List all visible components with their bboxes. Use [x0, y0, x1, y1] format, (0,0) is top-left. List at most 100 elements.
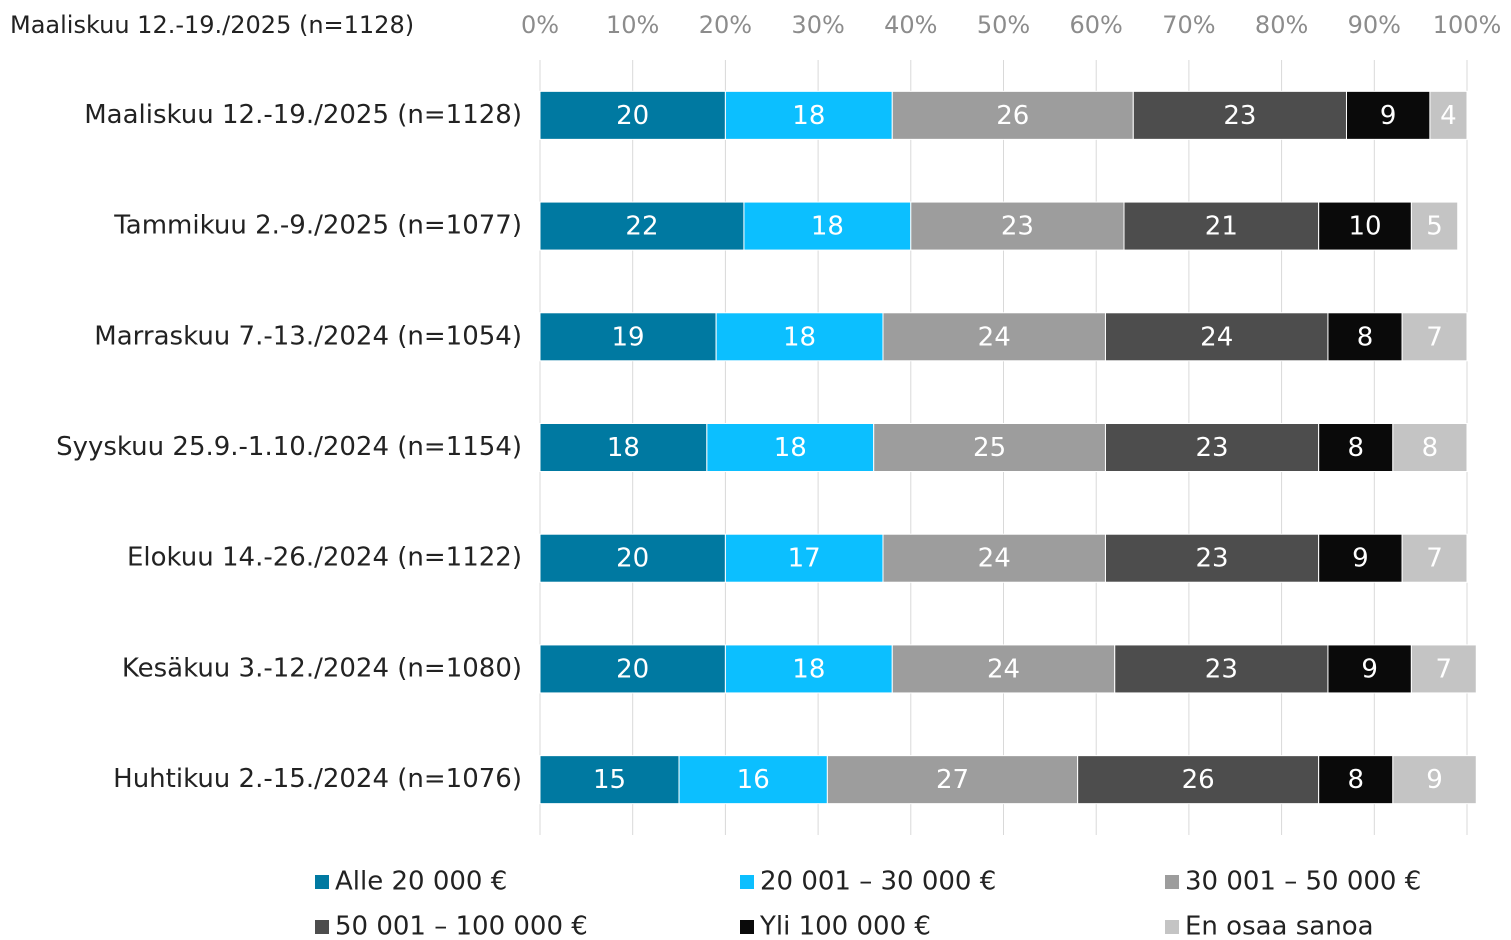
bar-segment: [882, 312, 1106, 362]
bar-segment: [1104, 423, 1320, 472]
y-tick-label: Maaliskuu 12.-19./2025 (n=1128): [84, 100, 522, 130]
data-label: 5: [1426, 212, 1443, 242]
data-label: 7: [1436, 654, 1453, 684]
bar-segment: [910, 201, 1125, 251]
data-label: 23: [1001, 212, 1034, 242]
data-label: 25: [973, 433, 1006, 463]
x-tick-label: 80%: [1255, 11, 1308, 39]
data-label: 23: [1196, 544, 1229, 574]
data-label: 15: [593, 765, 626, 795]
bar-segment: [1318, 533, 1403, 583]
data-label: 23: [1223, 101, 1256, 131]
data-label: 18: [774, 433, 807, 463]
bar-segment: [1104, 312, 1329, 362]
x-tick-label: 90%: [1348, 11, 1401, 39]
bar-segment: [1327, 312, 1403, 362]
bar-segment: [539, 423, 708, 472]
x-tick-label: 70%: [1162, 11, 1215, 39]
x-tick-label: 50%: [977, 11, 1030, 39]
data-label: 7: [1426, 544, 1443, 574]
data-label: 26: [996, 101, 1029, 131]
bar-segment: [882, 533, 1106, 583]
legend-swatch: [740, 920, 754, 934]
x-tick-label: 60%: [1070, 11, 1123, 39]
bar-segment: [1132, 90, 1347, 140]
legend-label: 50 001 – 100 000 €: [335, 912, 588, 940]
data-label: 24: [1200, 322, 1233, 352]
bar-segment: [891, 90, 1134, 140]
x-tick-label: 10%: [606, 11, 659, 39]
bar-segment: [724, 533, 884, 583]
bar-segment: [539, 644, 726, 694]
x-tick-label: 20%: [699, 11, 752, 39]
x-tick-label: 40%: [884, 11, 937, 39]
x-tick-label: 30%: [791, 11, 844, 39]
y-tick-label: Elokuu 14.-26./2024 (n=1122): [127, 543, 522, 573]
y-tick-label: Kesäkuu 3.-12./2024 (n=1080): [122, 653, 522, 683]
data-label: 24: [987, 654, 1020, 684]
bar-segment: [1401, 533, 1468, 583]
bar-segment: [1410, 201, 1459, 251]
bar-segment: [891, 644, 1116, 694]
bar-segment: [1114, 644, 1329, 694]
bar-segment: [539, 755, 680, 805]
bar-segment: [1318, 201, 1412, 251]
legend-swatch: [740, 875, 754, 889]
legend-label: Yli 100 000 €: [759, 912, 931, 940]
data-label: 24: [978, 544, 1011, 574]
bar-segment: [724, 644, 893, 694]
data-label: 23: [1205, 654, 1238, 684]
y-tick-label: Tammikuu 2.-9./2025 (n=1077): [113, 211, 522, 241]
data-label: 24: [978, 322, 1011, 352]
data-label: 16: [737, 765, 770, 795]
bar-segment: [873, 423, 1106, 472]
data-label: 4: [1440, 101, 1457, 131]
data-label: 21: [1205, 212, 1238, 242]
data-label: 8: [1347, 765, 1364, 795]
data-label: 18: [783, 322, 816, 352]
data-label: 9: [1380, 101, 1397, 131]
y-tick-label: Marraskuu 7.-13./2024 (n=1054): [94, 321, 522, 351]
legend-swatch: [1165, 920, 1179, 934]
legend-swatch: [1165, 875, 1179, 889]
data-label: 8: [1422, 433, 1439, 463]
bar-segment: [724, 90, 893, 140]
data-label: 22: [625, 212, 658, 242]
legend-swatch: [315, 920, 329, 934]
data-label: 20: [616, 544, 649, 574]
bar-segment: [826, 755, 1079, 805]
bar-segment: [1429, 90, 1468, 140]
bar-segment: [1392, 423, 1468, 472]
bar-segment: [1318, 755, 1394, 805]
bar-segment: [539, 533, 726, 583]
data-label: 9: [1352, 544, 1369, 574]
bar-segment: [706, 423, 875, 472]
data-label: 27: [936, 765, 969, 795]
data-label: 26: [1182, 765, 1215, 795]
bar-segment: [1318, 423, 1394, 472]
data-label: 9: [1361, 654, 1378, 684]
bar-segment: [1410, 644, 1477, 694]
data-label: 19: [612, 322, 645, 352]
y-tick-label: Syyskuu 25.9.-1.10./2024 (n=1154): [56, 432, 522, 462]
data-label: 17: [788, 544, 821, 574]
bar-segment: [715, 312, 884, 362]
legend-label: Alle 20 000 €: [335, 867, 507, 897]
data-label: 9: [1426, 765, 1443, 795]
bar-segment: [1077, 755, 1320, 805]
data-label: 20: [616, 654, 649, 684]
y-tick-label: Huhtikuu 2.-15./2024 (n=1076): [113, 764, 522, 794]
legend-label: 20 001 – 30 000 €: [760, 867, 996, 897]
data-label: 18: [811, 212, 844, 242]
x-tick-label: 100%: [1433, 11, 1502, 39]
data-label: 7: [1426, 322, 1443, 352]
bar-segment: [1401, 312, 1468, 362]
bar-segment: [539, 312, 717, 362]
data-label: 18: [792, 654, 825, 684]
data-label: 8: [1357, 322, 1374, 352]
data-label: 18: [792, 101, 825, 131]
legend-label: 30 001 – 50 000 €: [1185, 867, 1421, 897]
bar-segment: [539, 201, 745, 251]
bar-segment: [1327, 644, 1412, 694]
